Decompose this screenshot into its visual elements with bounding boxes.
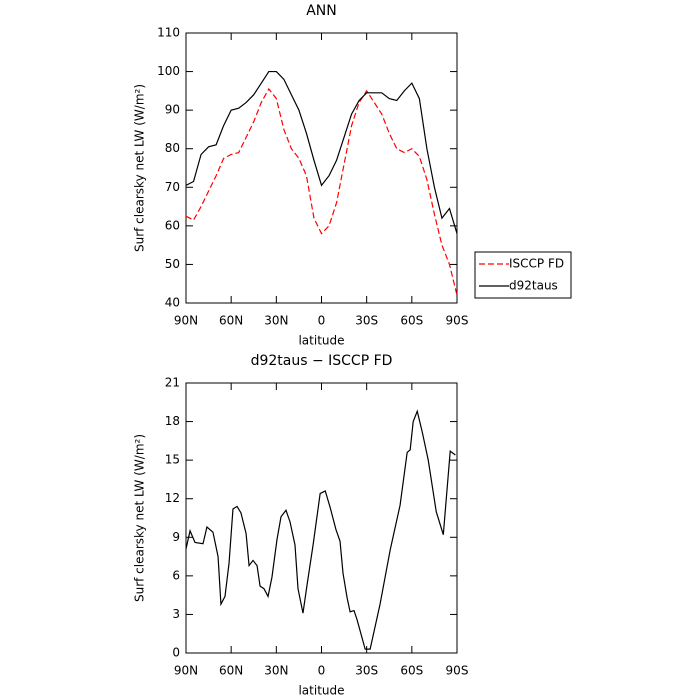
x-tick-label: 60N: [219, 664, 243, 678]
x-axis-label: latitude: [298, 684, 344, 698]
y-tick-label: 15: [165, 453, 180, 467]
data-line: [185, 87, 458, 296]
x-tick-label: 60S: [400, 664, 423, 678]
y-tick-label: 70: [165, 180, 180, 194]
y-tick-label: 0: [172, 646, 180, 660]
x-tick-label: 90S: [446, 664, 469, 678]
legend-label: ISCCP FD: [509, 257, 564, 271]
data-line: [185, 70, 458, 234]
y-tick-label: 6: [172, 568, 180, 582]
data-line: [185, 409, 456, 650]
y-tick-label: 110: [157, 26, 180, 40]
x-axis-label: latitude: [298, 334, 344, 348]
y-tick-label: 18: [165, 414, 180, 428]
chart-title: ANN: [306, 3, 337, 19]
x-tick-label: 90N: [174, 664, 198, 678]
x-tick-label: 90S: [446, 314, 469, 328]
x-tick-label: 0: [318, 664, 326, 678]
y-axis-label: Surf clearsky net LW (W/m²): [133, 84, 147, 252]
legend-box: [474, 251, 572, 299]
x-tick-label: 30N: [264, 314, 288, 328]
plot-frame: [185, 32, 458, 304]
x-tick-label: 60S: [400, 314, 423, 328]
y-tick-label: 100: [157, 64, 180, 78]
y-axis-label: Surf clearsky net LW (W/m²): [133, 434, 147, 602]
x-tick-label: 30S: [355, 314, 378, 328]
y-tick-label: 9: [172, 530, 180, 544]
x-tick-label: 30N: [264, 664, 288, 678]
y-tick-label: 21: [165, 376, 180, 390]
chart-title: d92taus − ISCCP FD: [251, 353, 393, 369]
y-tick-label: 80: [165, 141, 180, 155]
y-tick-label: 40: [165, 296, 180, 310]
y-tick-label: 90: [165, 103, 180, 117]
x-tick-label: 0: [318, 314, 326, 328]
y-tick-label: 60: [165, 218, 180, 232]
y-tick-label: 50: [165, 257, 180, 271]
y-tick-label: 3: [172, 607, 180, 621]
legend-label: d92taus: [509, 279, 558, 293]
plot-frame: [185, 382, 458, 654]
x-tick-label: 90N: [174, 314, 198, 328]
y-tick-label: 12: [165, 491, 180, 505]
x-tick-label: 60N: [219, 314, 243, 328]
x-tick-label: 30S: [355, 664, 378, 678]
